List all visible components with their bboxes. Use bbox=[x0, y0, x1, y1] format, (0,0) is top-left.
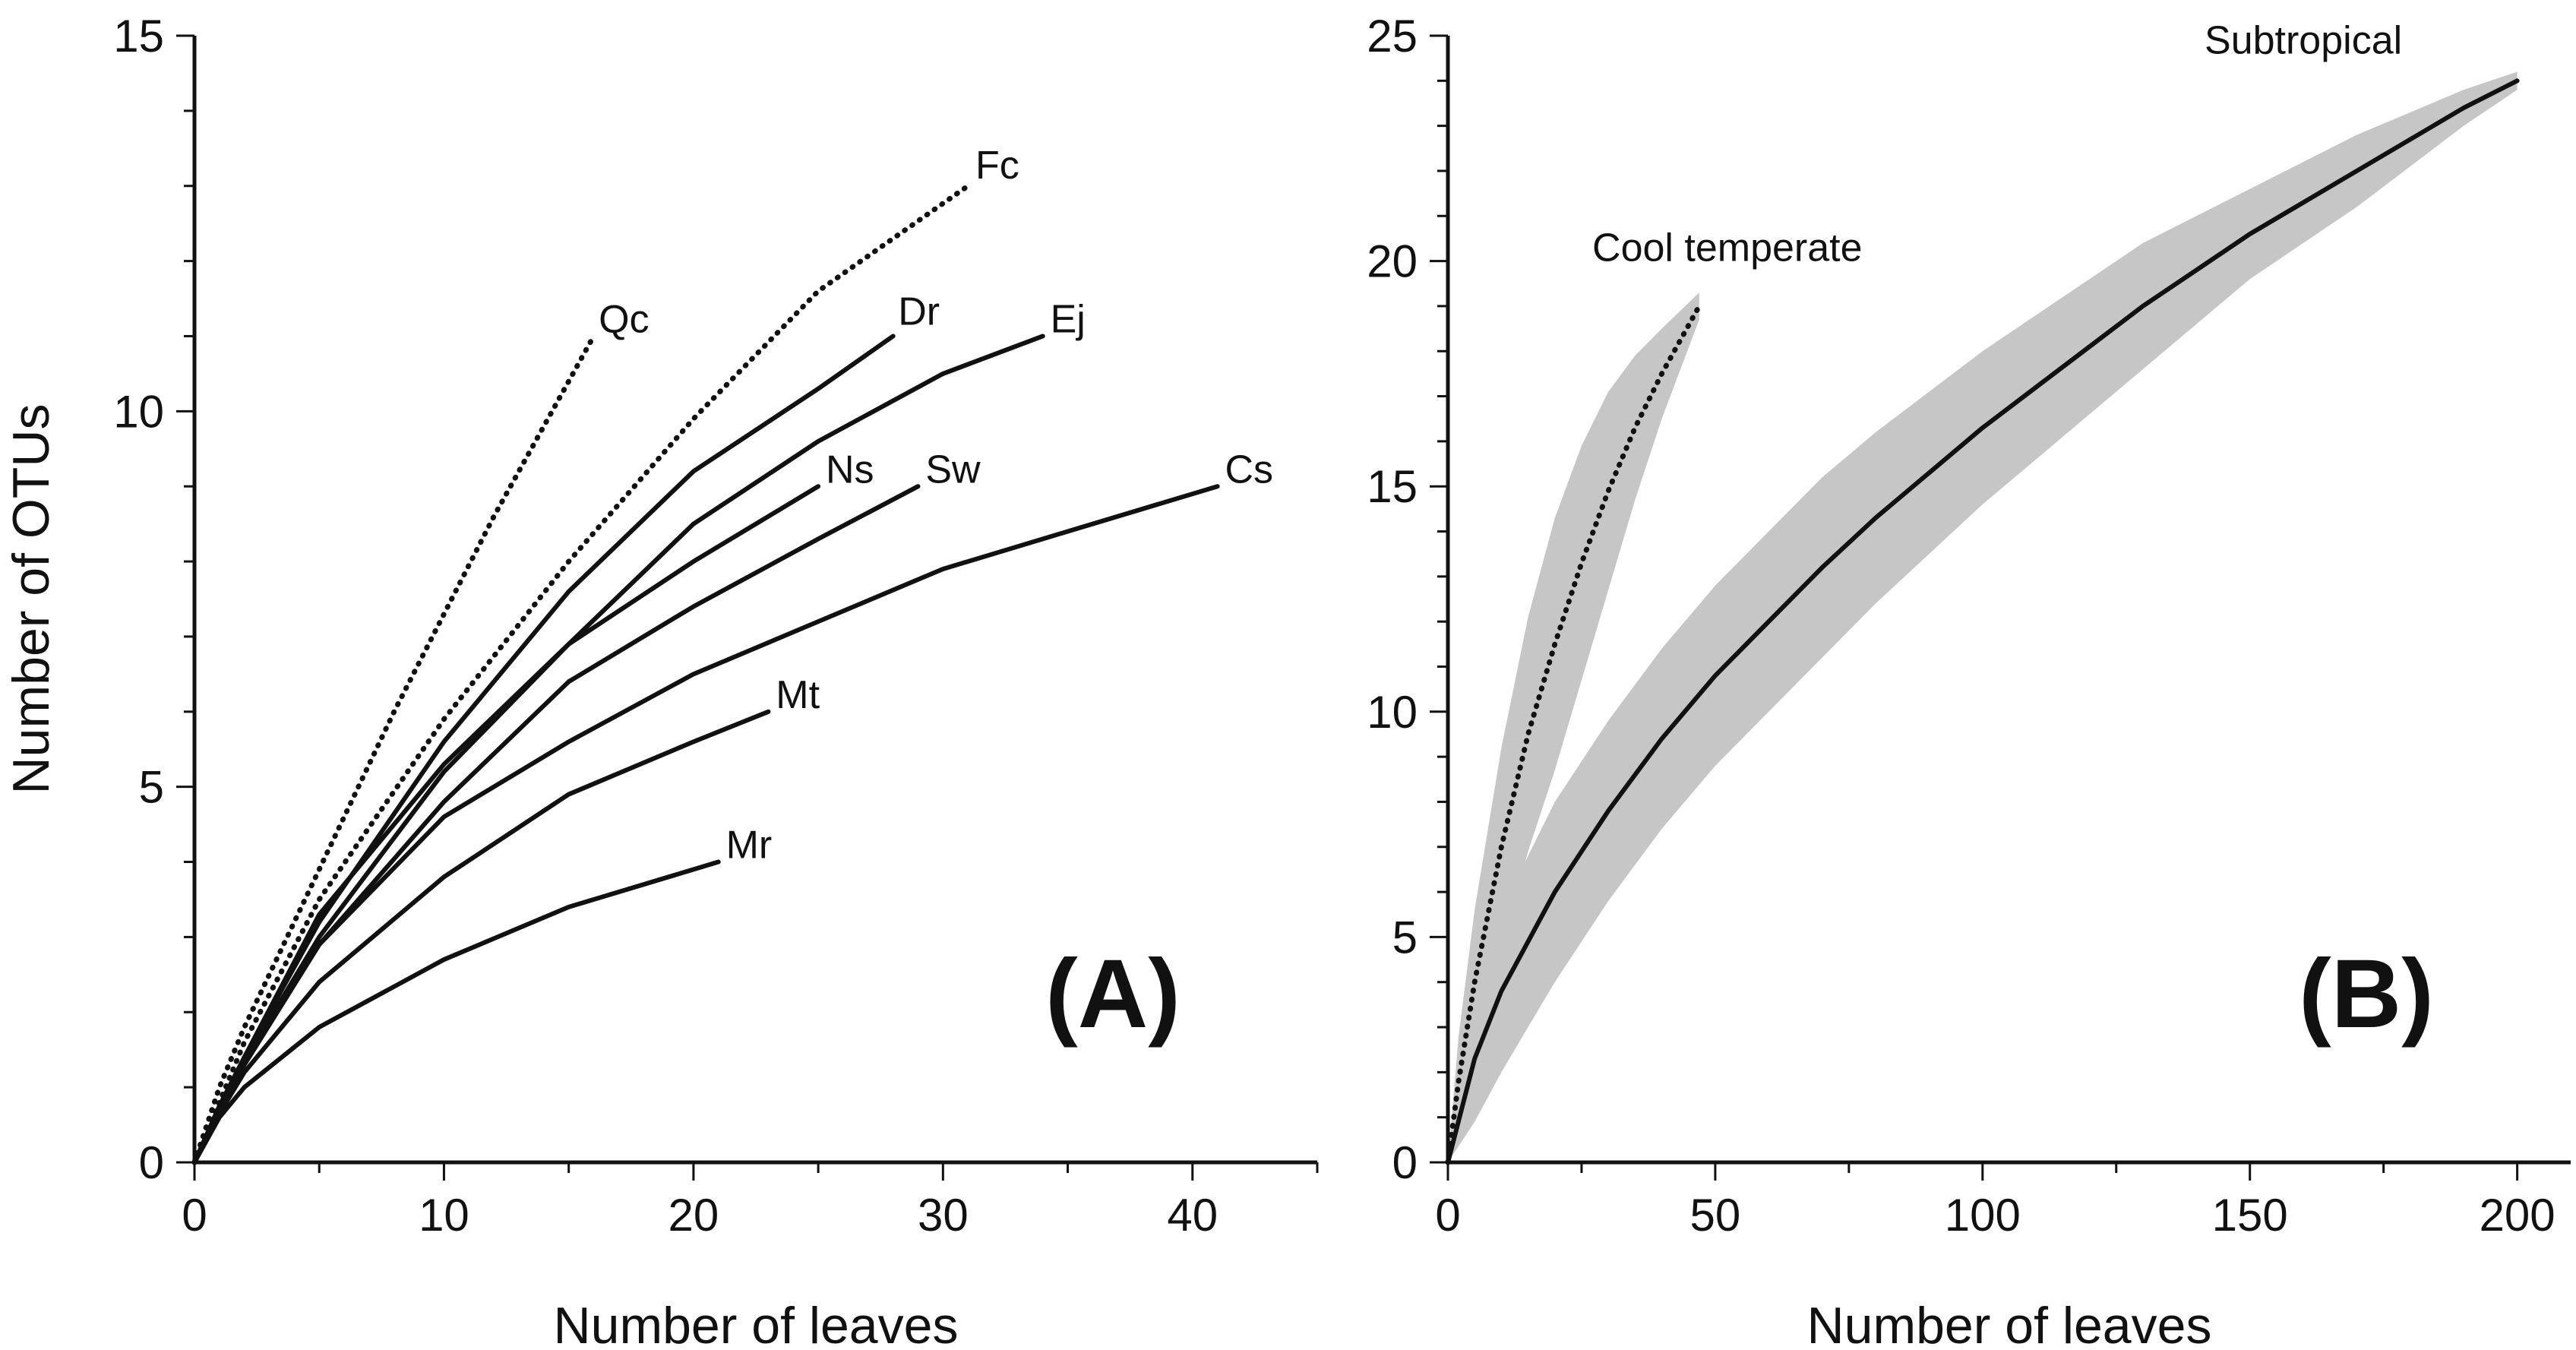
panel-a-curve-labels: Qc Fc Dr Ej Ns Sw Cs Mt Mr bbox=[599, 144, 1273, 868]
panel-b-curves bbox=[1445, 78, 2520, 1165]
curve-label-fc: Fc bbox=[975, 144, 1019, 188]
curve-label-qc: Qc bbox=[599, 298, 649, 342]
panel-b-y-tick-label: 25 bbox=[1367, 11, 1418, 62]
panel-a-chart: 0 10 20 30 40 0 5 10 15 Qc Fc Dr Ej Ns Sw Cs Mt Mr Numbe… bbox=[2, 11, 1319, 1350]
panel-b-ticks: 0 50 100 150 200 0 5 10 15 20 25 bbox=[1367, 11, 2555, 1241]
panel-b-x-axis-title: Number of leaves bbox=[1807, 1297, 2212, 1350]
panel-a-x-tick-label: 30 bbox=[918, 1190, 969, 1241]
curve-label-cs: Cs bbox=[1225, 447, 1273, 492]
panel-b-y-tick-label: 15 bbox=[1367, 461, 1418, 512]
panel-b-x-tick-label: 100 bbox=[1945, 1190, 2021, 1241]
series-line-subtropical bbox=[1446, 78, 2520, 1165]
panel-a-ticks: 0 10 20 30 40 0 5 10 15 bbox=[113, 11, 1319, 1241]
panel-b-x-tick-label: 50 bbox=[1690, 1190, 1741, 1241]
panel-b-confidence-bands bbox=[1448, 71, 2518, 1162]
panel-a-x-tick-label: 20 bbox=[668, 1190, 719, 1241]
series-line-fc bbox=[191, 183, 971, 1165]
panel-a-x-tick-label: 10 bbox=[419, 1190, 469, 1241]
panel-a-axes bbox=[192, 36, 1317, 1165]
ci-band-cool-temperate bbox=[1448, 292, 1699, 1162]
panel-a-y-tick-label: 10 bbox=[113, 386, 164, 437]
panel-a-label: (A) bbox=[1045, 940, 1181, 1048]
series-line-mr bbox=[192, 859, 721, 1165]
panel-a-y-tick-label: 0 bbox=[139, 1137, 164, 1188]
curve-label-cool-temperate: Cool temperate bbox=[1592, 226, 1863, 270]
series-line-cs bbox=[192, 484, 1220, 1165]
curve-label-sw: Sw bbox=[925, 447, 981, 492]
curve-label-mr: Mr bbox=[726, 824, 773, 868]
panel-b-chart: 0 50 100 150 200 0 5 10 15 20 25 Subtropical Cool t… bbox=[1367, 11, 2571, 1350]
panel-a-x-tick-label: 40 bbox=[1167, 1190, 1218, 1241]
panel-b-x-tick-label: 0 bbox=[1435, 1190, 1460, 1241]
panel-a-y-axis-title: Number of OTUs bbox=[2, 404, 60, 795]
panel-a-y-tick-label: 5 bbox=[139, 762, 164, 813]
curve-label-ej: Ej bbox=[1051, 298, 1086, 342]
curve-label-dr: Dr bbox=[898, 290, 940, 334]
panel-b-label: (B) bbox=[2299, 940, 2434, 1048]
panel-a-y-tick-label: 15 bbox=[113, 11, 164, 62]
panel-a-x-axis-title: Number of leaves bbox=[554, 1297, 959, 1350]
series-line-qc bbox=[191, 333, 597, 1165]
curve-label-ns: Ns bbox=[826, 447, 874, 492]
series-line-mt bbox=[192, 709, 771, 1165]
curve-label-subtropical: Subtropical bbox=[2205, 19, 2402, 63]
panel-b-x-tick-label: 200 bbox=[2480, 1190, 2555, 1241]
panel-b-y-tick-label: 10 bbox=[1367, 687, 1418, 738]
series-line-cool-temperate bbox=[1445, 303, 1702, 1165]
panel-b-y-tick-label: 5 bbox=[1392, 912, 1418, 963]
panel-b-y-tick-label: 20 bbox=[1367, 236, 1418, 287]
panel-b-x-tick-label: 150 bbox=[2212, 1190, 2288, 1241]
curve-label-mt: Mt bbox=[776, 673, 820, 717]
panel-a-x-tick-label: 0 bbox=[182, 1190, 207, 1241]
panel-b-y-tick-label: 0 bbox=[1392, 1137, 1418, 1188]
panel-a-curves bbox=[191, 183, 1220, 1165]
panel-b-curve-labels: Subtropical Cool temperate bbox=[1592, 19, 2402, 270]
